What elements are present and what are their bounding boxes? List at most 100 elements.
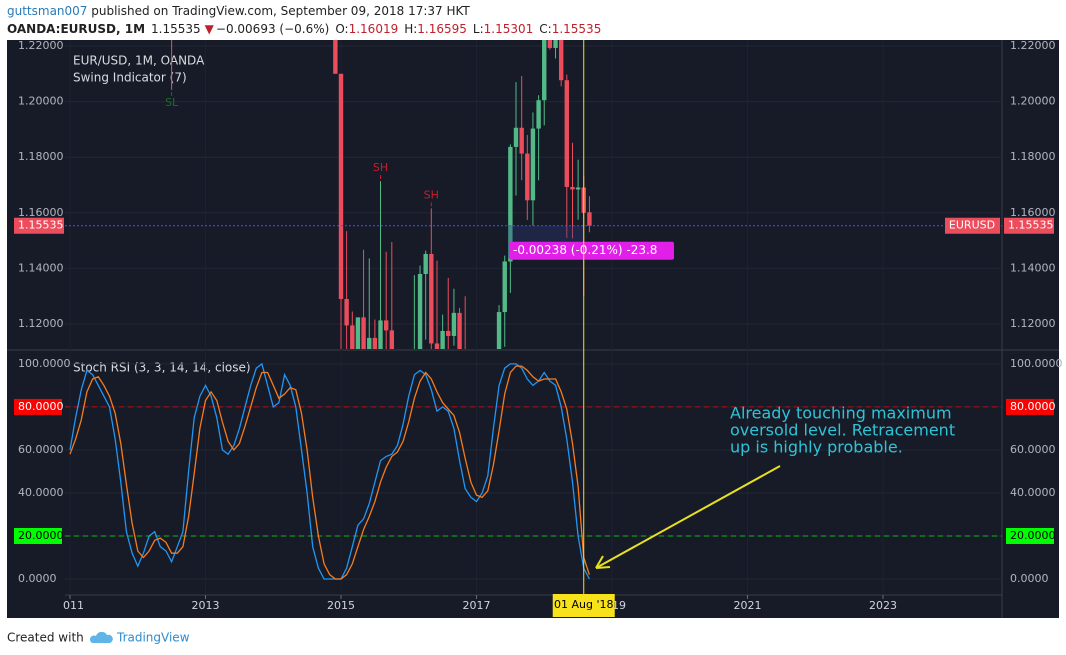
stoch-line bbox=[69, 365, 591, 580]
candle-body bbox=[446, 330, 451, 336]
x-tick-label: 2013 bbox=[192, 599, 220, 612]
o-value: 1.16019 bbox=[349, 22, 399, 36]
candle-body bbox=[372, 337, 378, 349]
h-label: H: bbox=[404, 22, 417, 36]
y-tick-label: 1.14000 bbox=[1010, 261, 1056, 274]
level-label-box bbox=[1006, 398, 1054, 415]
l-label: L: bbox=[473, 22, 484, 36]
published: published on TradingView.com, September … bbox=[87, 4, 470, 18]
header-line-2: OANDA:EURUSD, 1M 1.15535 ▼ −0.00693 (−0.6%)… bbox=[7, 22, 601, 36]
annotation-arrowhead bbox=[595, 555, 611, 569]
candle-body bbox=[383, 320, 389, 331]
y-tick-label: 40.0000 bbox=[18, 486, 64, 499]
y-tick-label: 100.0000 bbox=[1010, 357, 1063, 370]
candle-body bbox=[525, 153, 530, 201]
candle-body bbox=[536, 100, 541, 129]
cursor-label: 01 Aug '18 bbox=[554, 598, 614, 611]
author[interactable]: guttsman007 bbox=[7, 4, 87, 18]
candle-body bbox=[513, 127, 519, 147]
change: −0.00693 (−0.6%) bbox=[216, 22, 329, 36]
annotation-text: oversold level. Retracement bbox=[730, 421, 955, 440]
y-tick-label: 0.0000 bbox=[18, 572, 57, 585]
candle-body bbox=[429, 253, 434, 344]
candle-body bbox=[434, 343, 440, 349]
y-tick-label: 1.12000 bbox=[1010, 317, 1056, 330]
candle-body bbox=[502, 261, 507, 313]
stoch-pane bbox=[65, 362, 1002, 580]
level-label-box bbox=[14, 527, 62, 544]
candle-body bbox=[338, 73, 344, 299]
y-tick-label: 80.0000 bbox=[1010, 400, 1056, 413]
candle-body bbox=[575, 187, 581, 190]
y-tick-label: 1.16000 bbox=[18, 206, 64, 219]
y-tick-label: 0.0000 bbox=[1010, 572, 1049, 585]
y-tick-label: 1.18000 bbox=[18, 150, 64, 163]
candle-body bbox=[564, 80, 569, 187]
y-tick-label: 1.22000 bbox=[18, 39, 64, 52]
candle-body bbox=[542, 40, 547, 101]
down-triangle: ▼ bbox=[205, 22, 215, 36]
h-value: 1.16595 bbox=[417, 22, 467, 36]
y-tick-label: 1.22000 bbox=[1010, 39, 1056, 52]
candle-body bbox=[355, 317, 361, 349]
candle-body bbox=[344, 298, 349, 326]
price-label: 1.15535 bbox=[1008, 219, 1054, 232]
c-label: C: bbox=[539, 22, 551, 36]
price-box bbox=[1004, 217, 1054, 234]
candle-body bbox=[508, 146, 513, 262]
candle-body bbox=[333, 40, 338, 74]
annotation-arrow bbox=[595, 465, 781, 569]
measure-label: -0.00238 (-0.21%) -23.8 bbox=[513, 243, 657, 257]
y-tick-label: 100.0000 bbox=[18, 357, 71, 370]
symbol-label: EURUSD bbox=[949, 219, 995, 232]
price-box bbox=[14, 217, 64, 234]
candle-body bbox=[423, 253, 428, 274]
x-tick-label: 2023 bbox=[869, 599, 897, 612]
candle-body bbox=[558, 40, 564, 81]
level-label-box bbox=[14, 398, 62, 415]
candle-body bbox=[361, 317, 366, 349]
y-tick-label: 1.16000 bbox=[1010, 206, 1056, 219]
symbol-box bbox=[945, 217, 1000, 234]
annotation-text: up is highly probable. bbox=[730, 438, 903, 457]
stoch-title: Stoch RSI (3, 3, 14, 14, close) bbox=[73, 361, 251, 375]
y-tick-label: 20.0000 bbox=[18, 529, 64, 542]
footer-created: Created with bbox=[7, 631, 84, 645]
x-tick-label: 2017 bbox=[462, 599, 490, 612]
x-tick-label: 2011 bbox=[56, 599, 84, 612]
last-price: 1.15535 bbox=[151, 22, 201, 36]
c-value: 1.15535 bbox=[552, 22, 602, 36]
candle-body bbox=[440, 330, 445, 349]
symbol: OANDA:EURUSD, 1M bbox=[7, 22, 145, 36]
candle-body bbox=[378, 320, 383, 349]
header-line-1: guttsman007 published on TradingView.com… bbox=[7, 4, 470, 18]
candle-body bbox=[367, 337, 372, 349]
y-tick-label: 80.0000 bbox=[18, 400, 64, 413]
candle-body bbox=[350, 325, 355, 349]
cursor-box bbox=[552, 594, 615, 617]
candle-body bbox=[451, 312, 457, 336]
measure-box bbox=[509, 241, 674, 260]
price-label: 1.15535 bbox=[18, 219, 64, 232]
y-tick-label: 1.18000 bbox=[1010, 150, 1056, 163]
swing-label: SH bbox=[424, 188, 439, 201]
stoch-line bbox=[69, 362, 590, 580]
x-tick-label: 2015 bbox=[327, 599, 355, 612]
y-tick-label: 1.12000 bbox=[18, 317, 64, 330]
candle-body bbox=[519, 127, 524, 154]
level-label-box bbox=[1006, 527, 1054, 544]
y-tick-label: 60.0000 bbox=[1010, 443, 1056, 456]
swing-label: SL bbox=[165, 96, 179, 109]
candle-body bbox=[417, 273, 423, 349]
candle-body bbox=[496, 312, 502, 349]
y-tick-label: 1.14000 bbox=[18, 261, 64, 274]
footer-brand[interactable]: TradingView bbox=[116, 631, 190, 645]
candle-body bbox=[530, 128, 536, 201]
main-title: EUR/USD, 1M, OANDA bbox=[73, 54, 205, 68]
candle-body bbox=[389, 330, 395, 349]
y-tick-label: 1.20000 bbox=[1010, 95, 1056, 108]
swing-label: SH bbox=[373, 161, 388, 174]
y-tick-label: 60.0000 bbox=[18, 443, 64, 456]
